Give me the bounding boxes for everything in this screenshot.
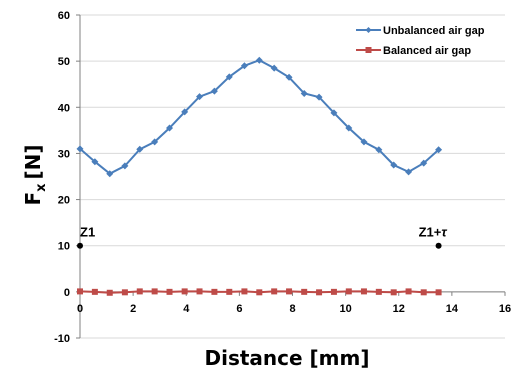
data-point — [255, 56, 263, 64]
series-layer — [76, 56, 443, 296]
annotation-point — [435, 242, 442, 249]
data-point — [301, 288, 308, 295]
y-tick-label: 0 — [64, 287, 70, 299]
annotation-label: Z1 — [80, 225, 95, 240]
data-point — [211, 288, 218, 295]
data-point — [106, 170, 114, 178]
x-tick-label: 2 — [130, 303, 136, 315]
legend-label-unbalanced: Unbalanced air gap — [383, 25, 485, 37]
data-point — [420, 159, 428, 167]
data-point — [405, 168, 413, 176]
y-tick-label: 60 — [58, 10, 70, 22]
data-point — [151, 138, 159, 146]
y-axis-title-unit: [N] — [21, 144, 45, 179]
data-point — [435, 146, 443, 154]
data-point — [121, 162, 129, 170]
data-point — [420, 289, 427, 296]
data-point — [316, 289, 323, 296]
data-point — [360, 288, 367, 295]
series-line — [79, 59, 440, 175]
legend-item-unbalanced: Unbalanced air gap — [356, 25, 485, 37]
legend: Unbalanced air gap Balanced air gap — [356, 25, 485, 57]
data-point — [226, 288, 233, 295]
y-tick-labels: -10 0 10 20 30 40 50 60 — [54, 10, 80, 345]
data-point — [181, 108, 189, 116]
data-point — [151, 288, 158, 295]
data-point — [181, 288, 188, 295]
data-point — [225, 73, 233, 81]
data-point — [210, 87, 218, 95]
x-tick-label: 10 — [340, 303, 352, 315]
annotation-label: Z1+τ — [419, 225, 448, 240]
x-tick-label: 4 — [183, 303, 190, 315]
data-point — [166, 124, 174, 132]
x-axis-title: Distance [mm] — [205, 346, 370, 370]
legend-marker-balanced — [365, 47, 372, 53]
data-point — [300, 89, 308, 97]
legend-label-balanced: Balanced air gap — [383, 45, 471, 57]
data-point — [271, 288, 278, 295]
x-tick-label: 0 — [77, 303, 83, 315]
y-tick-label: 10 — [58, 241, 70, 253]
x-tick-label: 8 — [289, 303, 295, 315]
data-point — [390, 289, 397, 296]
data-point — [375, 146, 383, 154]
data-point — [405, 288, 412, 295]
data-point — [360, 138, 368, 146]
x-tick-label: 6 — [236, 303, 242, 315]
y-axis-title-main: F — [21, 192, 45, 206]
x-tick-label: 12 — [393, 303, 405, 315]
data-point — [106, 289, 113, 296]
y-tick-label: 40 — [58, 102, 70, 114]
data-point — [76, 145, 84, 153]
data-point — [315, 93, 323, 101]
data-point — [286, 288, 293, 295]
data-point — [435, 289, 442, 296]
y-tick-label: 30 — [58, 148, 70, 160]
y-axis-title-subscript: x — [34, 183, 49, 192]
y-tick-label: 20 — [58, 195, 70, 207]
data-point — [390, 161, 398, 169]
data-point — [136, 288, 143, 295]
annotations: Z1 Z1+τ — [77, 225, 447, 249]
data-point — [196, 93, 204, 101]
data-point — [196, 288, 203, 295]
series-unbalanced — [76, 56, 443, 178]
data-point — [375, 288, 382, 295]
data-point — [256, 289, 263, 296]
data-point — [345, 124, 353, 132]
y-axis-title: Fx [N] — [21, 144, 49, 205]
data-point — [121, 289, 128, 296]
data-point — [330, 288, 337, 295]
series-balanced — [77, 288, 442, 296]
data-point — [91, 158, 99, 166]
data-point — [91, 288, 98, 295]
legend-marker-unbalanced — [365, 27, 372, 33]
data-point — [270, 64, 278, 72]
data-point — [77, 288, 83, 295]
x-tick-label: 14 — [446, 303, 459, 315]
data-point — [166, 288, 173, 295]
data-point — [240, 62, 248, 70]
data-point — [330, 109, 338, 117]
data-point — [345, 288, 352, 295]
legend-item-balanced: Balanced air gap — [356, 45, 471, 57]
x-tick-labels: 0 2 4 6 8 10 12 14 16 — [77, 291, 511, 315]
annotation-point — [77, 242, 83, 249]
y-tick-label: 50 — [58, 56, 70, 68]
data-point — [241, 288, 248, 295]
data-point — [285, 73, 293, 81]
x-tick-label: 16 — [499, 303, 511, 315]
y-tick-label: -10 — [54, 333, 70, 345]
data-point — [136, 145, 144, 153]
